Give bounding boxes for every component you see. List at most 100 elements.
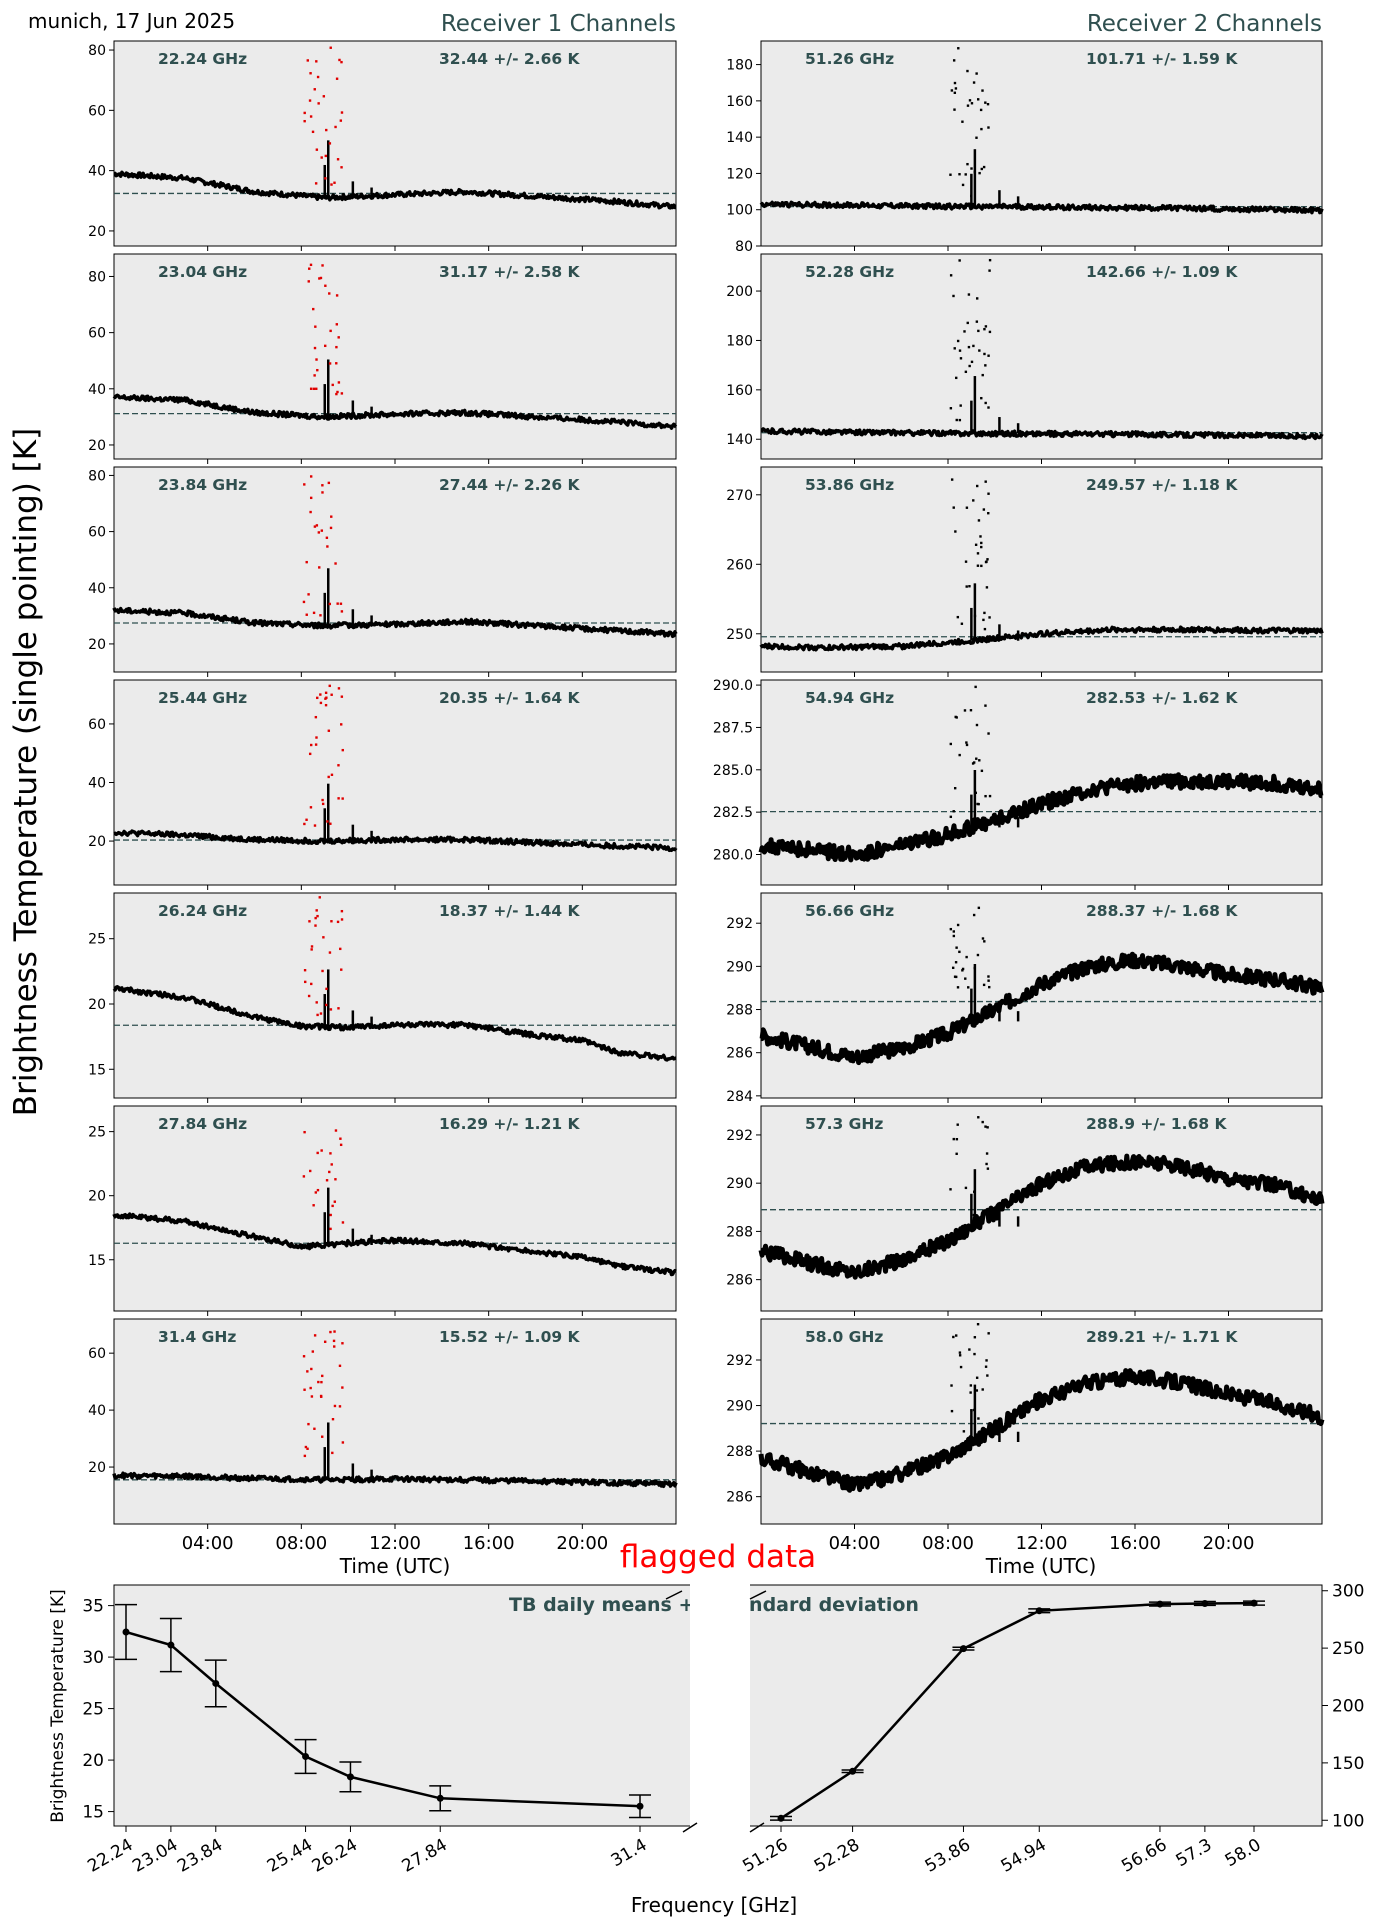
flagged-point bbox=[986, 1126, 989, 1129]
channel-stats-label: 249.57 +/- 1.18 K bbox=[1086, 476, 1238, 494]
flagged-point bbox=[341, 1386, 344, 1389]
y-tick-label: 287.5 bbox=[713, 720, 753, 736]
y-tick-label: 20 bbox=[88, 1460, 106, 1476]
flagged-point bbox=[340, 610, 344, 613]
time-tick-label: 16:00 bbox=[1109, 1533, 1161, 1554]
receiver1-title: Receiver 1 Channels bbox=[441, 11, 676, 37]
flagged-point bbox=[303, 111, 306, 115]
flagged-point bbox=[976, 297, 979, 300]
flagged-point bbox=[983, 352, 986, 356]
flagged-point bbox=[326, 545, 329, 548]
flagged-point bbox=[987, 979, 990, 982]
flagged-point bbox=[309, 1386, 312, 1390]
panel-background bbox=[113, 679, 677, 886]
flagged-point bbox=[958, 259, 961, 262]
flagged-point bbox=[975, 1376, 979, 1379]
flagged-point bbox=[337, 797, 340, 800]
flagged-point bbox=[336, 602, 339, 605]
flagged-point bbox=[316, 696, 319, 700]
flagged-point bbox=[327, 775, 330, 779]
flagged-point bbox=[985, 1162, 988, 1166]
flagged-point bbox=[983, 627, 987, 631]
time-tick-label: 12:00 bbox=[1016, 1533, 1068, 1554]
flagged-point bbox=[949, 815, 953, 819]
y-tick-label: 60 bbox=[88, 103, 106, 119]
flagged-point bbox=[976, 552, 980, 555]
channel-stats-label: 288.9 +/- 1.68 K bbox=[1086, 1115, 1228, 1133]
axis-break-gap bbox=[690, 1583, 750, 1828]
flagged-point bbox=[332, 1339, 336, 1343]
panel-background bbox=[760, 892, 1323, 1099]
flagged-point bbox=[973, 966, 976, 970]
panel-background bbox=[760, 1318, 1323, 1525]
flagged-point bbox=[966, 321, 969, 325]
flagged-point bbox=[314, 924, 317, 927]
flagged-point bbox=[331, 1204, 334, 1208]
channel-frequency-label: 23.84 GHz bbox=[158, 476, 247, 494]
flagged-point bbox=[949, 927, 953, 931]
y-tick-label: 200 bbox=[726, 284, 753, 300]
y-tick-label: 40 bbox=[88, 382, 106, 398]
flagged-point bbox=[336, 390, 339, 394]
flagged-point bbox=[970, 1409, 973, 1412]
flagged-point bbox=[967, 293, 971, 296]
flagged-point bbox=[321, 969, 324, 973]
flagged-point bbox=[315, 358, 318, 361]
y-tick-label: 286 bbox=[726, 1273, 753, 1289]
flagged-point bbox=[987, 126, 990, 129]
flagged-point bbox=[969, 1384, 973, 1387]
flagged-point bbox=[982, 508, 986, 511]
flagged-point bbox=[952, 294, 955, 298]
time-tick-label: 12:00 bbox=[369, 1533, 421, 1554]
flagged-point bbox=[304, 1445, 308, 1449]
flagged-point bbox=[980, 545, 983, 549]
y-tick-label: 292 bbox=[726, 1128, 753, 1144]
flagged-point bbox=[956, 339, 960, 343]
flagged-point bbox=[341, 1221, 345, 1224]
flagged-point bbox=[327, 729, 331, 732]
flagged-point bbox=[312, 1204, 315, 1207]
flagged-point bbox=[336, 920, 340, 924]
y-tick-label: 290 bbox=[726, 1176, 753, 1192]
flagged-point bbox=[955, 1334, 958, 1337]
summary-y-tick-label: 35 bbox=[82, 1597, 104, 1617]
flagged-point bbox=[341, 797, 344, 800]
flagged-point bbox=[985, 1359, 988, 1362]
y-tick-label: 180 bbox=[726, 58, 753, 74]
flagged-point bbox=[980, 564, 983, 568]
flagged-point bbox=[308, 752, 312, 756]
y-tick-label: 20 bbox=[88, 637, 106, 653]
axis-break-mark bbox=[749, 1822, 765, 1833]
flagged-point bbox=[333, 1200, 337, 1203]
flagged-point bbox=[319, 1012, 323, 1015]
flagged-point bbox=[335, 392, 338, 396]
flagged-point bbox=[952, 59, 956, 62]
flagged-point bbox=[334, 1178, 337, 1181]
y-tick-label: 40 bbox=[88, 776, 106, 792]
flagged-point bbox=[977, 1116, 980, 1119]
flagged-point bbox=[319, 276, 323, 280]
flagged-point bbox=[328, 292, 331, 295]
flagged-point bbox=[984, 560, 988, 564]
flagged-point bbox=[340, 111, 344, 114]
y-tick-label: 40 bbox=[88, 164, 106, 180]
flagged-point bbox=[330, 1163, 333, 1166]
flagged-point bbox=[331, 383, 334, 387]
flagged-point bbox=[339, 1143, 343, 1147]
channel-frequency-label: 56.66 GHz bbox=[805, 902, 894, 920]
flagged-point bbox=[333, 1330, 336, 1333]
flagged-point bbox=[302, 600, 306, 604]
flagged-point bbox=[315, 736, 318, 739]
summary-chart: TB daily means +/- standard deviationFre… bbox=[48, 1582, 1364, 1917]
tb-trace bbox=[112, 606, 678, 639]
time-tick-label: 08:00 bbox=[275, 1533, 327, 1554]
frequency-tick-label: 56.66 bbox=[1118, 1835, 1170, 1877]
flagged-point bbox=[968, 364, 971, 368]
mean-point bbox=[302, 1752, 310, 1760]
flagged-point bbox=[309, 475, 313, 478]
summary-y-tick-label: 30 bbox=[82, 1648, 104, 1668]
channel-frequency-label: 22.24 GHz bbox=[158, 50, 247, 68]
panel-background bbox=[760, 253, 1323, 460]
frequency-tick-label: 53.86 bbox=[922, 1835, 974, 1877]
